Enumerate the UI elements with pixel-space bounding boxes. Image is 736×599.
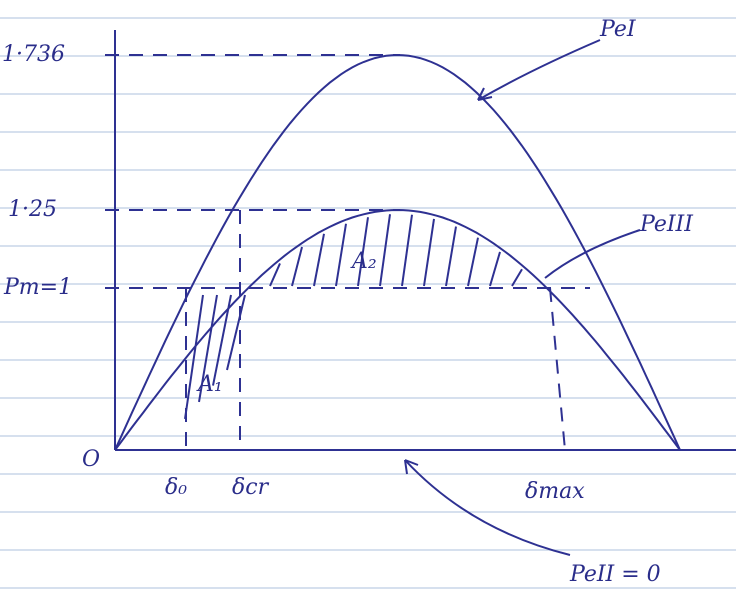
area-label: A₂ (350, 249, 377, 274)
y-label: 1·736 (2, 42, 65, 67)
hatch-line (314, 234, 324, 286)
hatch-line (336, 224, 346, 286)
curve-label: PeIII (639, 212, 694, 237)
arrow (545, 230, 640, 278)
paper-lines (0, 18, 736, 588)
guide-line (550, 288, 565, 450)
curve-label: PeI (599, 17, 637, 42)
hatch-line (402, 215, 412, 286)
hatch-line (446, 227, 456, 286)
x-label: δ₀ (165, 475, 187, 500)
x-label: δcr (232, 475, 270, 500)
hatch-line (424, 219, 434, 286)
hatching (185, 214, 522, 419)
hatch-line (380, 214, 390, 286)
area-label: A₁ (196, 372, 223, 397)
hatch-line (292, 247, 302, 286)
y-label: 1·25 (8, 197, 57, 222)
curve-label: PeII = 0 (569, 562, 661, 587)
diagram: 1·736 1·25 Pm=1 O δ₀ δcr δmax PeI PeIII … (0, 0, 736, 599)
origin-label: O (82, 447, 100, 472)
y-label: Pm=1 (3, 275, 72, 300)
hatch-line (468, 238, 478, 286)
hatch-line (490, 252, 500, 286)
x-label: δmax (525, 479, 585, 504)
arrow (478, 40, 600, 100)
